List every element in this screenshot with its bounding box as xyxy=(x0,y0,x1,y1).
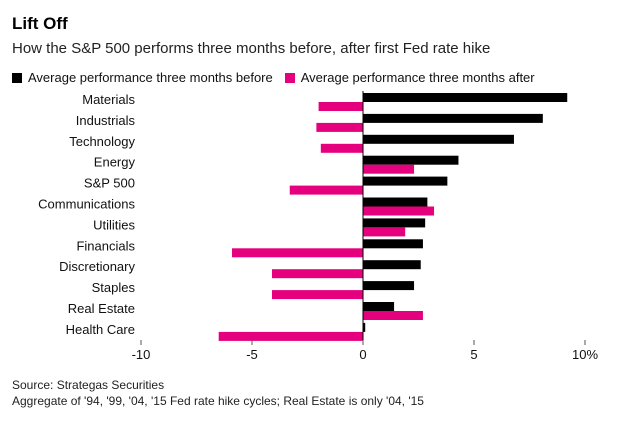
bar-after-energy xyxy=(363,164,415,174)
x-tick-label-3: 5 xyxy=(470,347,477,362)
bar-chart: Materials Industrials Technology Energy S&P … xyxy=(38,91,598,362)
bar-after-utilities xyxy=(363,227,406,237)
legend-swatch-before xyxy=(12,72,22,83)
bar-after-s-p-500 xyxy=(289,185,363,195)
bar-after-communications xyxy=(363,206,435,216)
x-tick-label-0: -10 xyxy=(132,347,151,362)
bar-before-communications xyxy=(363,197,428,207)
bar-before-financials xyxy=(363,239,423,249)
legend-label-before: Average performance three months before xyxy=(28,70,273,85)
bar-before-staples xyxy=(363,281,415,291)
x-tick-label-1: -5 xyxy=(246,347,258,362)
footnote: Aggregate of '94, '99, '04, '15 Fed rate… xyxy=(12,394,424,408)
bar-after-discretionary xyxy=(271,269,363,279)
source-note: Source: Strategas Securities xyxy=(12,378,165,392)
category-label-real-estate: Real Estate xyxy=(68,301,135,316)
bar-after-technology xyxy=(320,143,363,153)
bar-after-health-care xyxy=(218,331,363,341)
bar-after-materials xyxy=(318,102,363,111)
category-label-energy: Energy xyxy=(94,155,136,170)
bar-after-industrials xyxy=(316,122,363,132)
bar-before-discretionary xyxy=(363,260,421,270)
chart-subtitle: How the S&P 500 performs three months be… xyxy=(12,40,491,57)
legend-swatch-after xyxy=(284,72,295,83)
category-label-industrials: Industrials xyxy=(76,113,136,128)
category-label-financials: Financials xyxy=(76,238,135,253)
bar-before-utilities xyxy=(363,218,426,228)
category-label-s-p-500: S&P 500 xyxy=(84,176,135,191)
bar-before-real-estate xyxy=(363,302,395,311)
bar-after-staples xyxy=(271,290,363,300)
category-label-technology: Technology xyxy=(69,134,135,149)
legend-item-before: Average performance three months before xyxy=(12,70,273,85)
bar-before-industrials xyxy=(363,113,543,123)
x-tick-label-2: 0 xyxy=(359,347,366,362)
chart-title: Lift Off xyxy=(12,14,68,33)
legend: Average performance three months before … xyxy=(12,70,547,85)
bar-before-health-care xyxy=(363,322,366,332)
category-label-health-care: Health Care xyxy=(66,322,135,337)
category-label-materials: Materials xyxy=(82,92,135,107)
category-label-discretionary: Discretionary xyxy=(59,259,135,274)
bar-after-real-estate xyxy=(363,311,423,320)
category-label-communications: Communications xyxy=(38,197,135,212)
category-label-staples: Staples xyxy=(92,280,136,295)
category-label-utilities: Utilities xyxy=(93,217,135,232)
bar-before-materials xyxy=(363,93,568,102)
legend-item-after: Average performance three months after xyxy=(284,70,535,85)
legend-label-after: Average performance three months after xyxy=(300,70,535,85)
bar-before-energy xyxy=(363,155,459,165)
bar-before-technology xyxy=(363,134,514,144)
bar-after-financials xyxy=(232,248,363,258)
x-tick-label-4: 10% xyxy=(572,347,598,362)
bar-before-s-p-500 xyxy=(363,176,448,186)
